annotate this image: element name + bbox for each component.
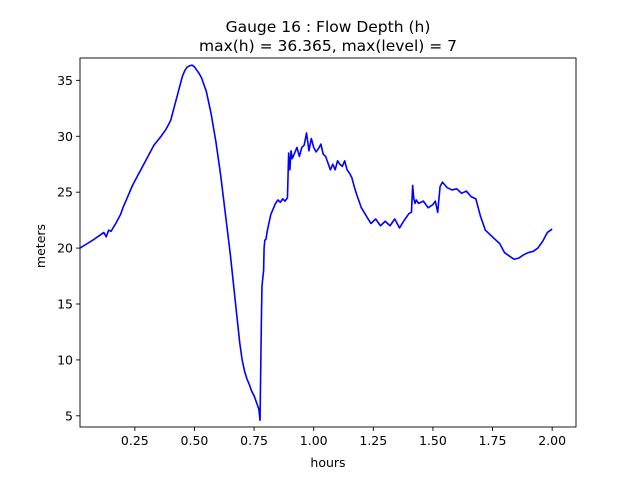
axes-frame: [79, 57, 577, 428]
x-tick-label: 1.25: [359, 433, 387, 448]
x-tick-label: 1.75: [479, 433, 507, 448]
y-tick-label: 35: [57, 73, 73, 88]
plot-area: 0.25 0.50 0.75 1.00 1.25 1.50 1.75 2.00 5 10 15 20 2…: [57, 57, 577, 448]
x-axis-label: hours: [310, 455, 345, 470]
y-tick-label: 10: [57, 352, 73, 367]
series-line-0: [79, 64, 553, 422]
y-tick-label: 15: [57, 297, 73, 312]
x-tick-label: 0.50: [181, 433, 209, 448]
x-tick-label: 1.00: [300, 433, 328, 448]
x-tick-label: 2.00: [538, 433, 566, 448]
y-tick-label: 25: [57, 185, 73, 200]
y-tick-label: 30: [57, 129, 73, 144]
chart-subtitle: max(h) = 36.365, max(level) = 7: [199, 37, 457, 55]
chart-title: Gauge 16 : Flow Depth (h): [226, 18, 431, 36]
x-tick-label: 1.50: [419, 433, 447, 448]
y-axis-label: meters: [33, 224, 48, 268]
x-tick-label: 0.25: [121, 433, 149, 448]
x-tick-label: 0.75: [240, 433, 268, 448]
y-tick-label: 5: [65, 408, 73, 423]
y-tick-label: 20: [57, 241, 73, 256]
